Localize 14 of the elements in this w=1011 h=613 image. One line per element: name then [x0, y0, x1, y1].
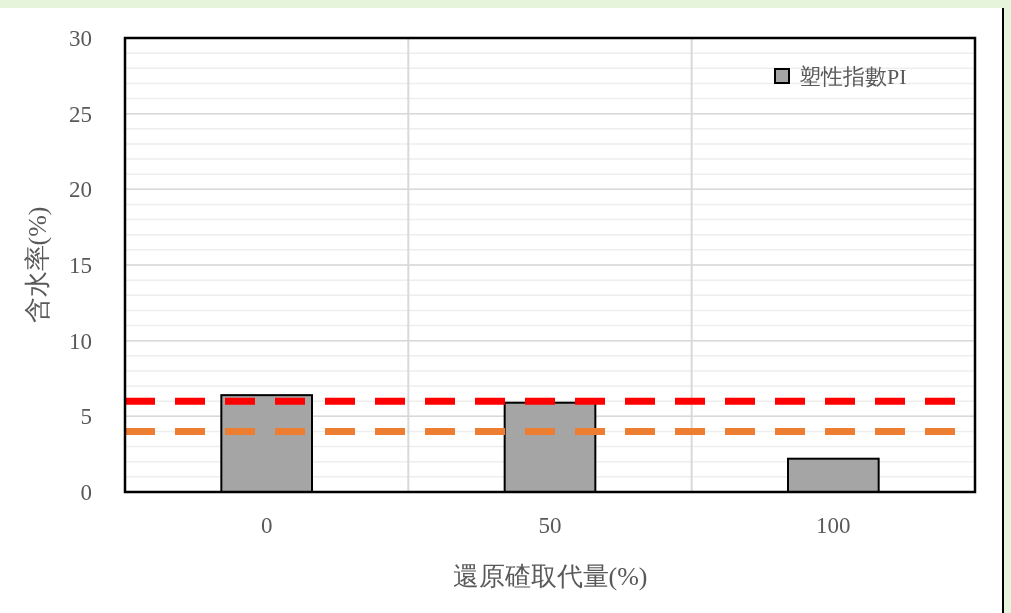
legend: 塑性指數PI: [774, 64, 907, 89]
y-tick-label: 10: [69, 328, 92, 354]
y-tick-label: 15: [69, 253, 92, 278]
x-tick-label: 50: [538, 513, 562, 538]
y-tick-label: 20: [69, 177, 92, 203]
y-tick-label: 25: [69, 101, 92, 127]
y-tick-label: 0: [80, 480, 92, 505]
x-axis-title: 還原碴取代量(%): [452, 562, 648, 591]
legend-label: 塑性指數PI: [799, 64, 907, 89]
y-axis-title: 含水率(%): [23, 206, 52, 324]
y-tick-label: 5: [80, 404, 92, 430]
y-tick-label: 30: [69, 26, 92, 51]
x-tick-label: 0: [260, 513, 273, 538]
x-tick-label: 100: [816, 513, 851, 538]
